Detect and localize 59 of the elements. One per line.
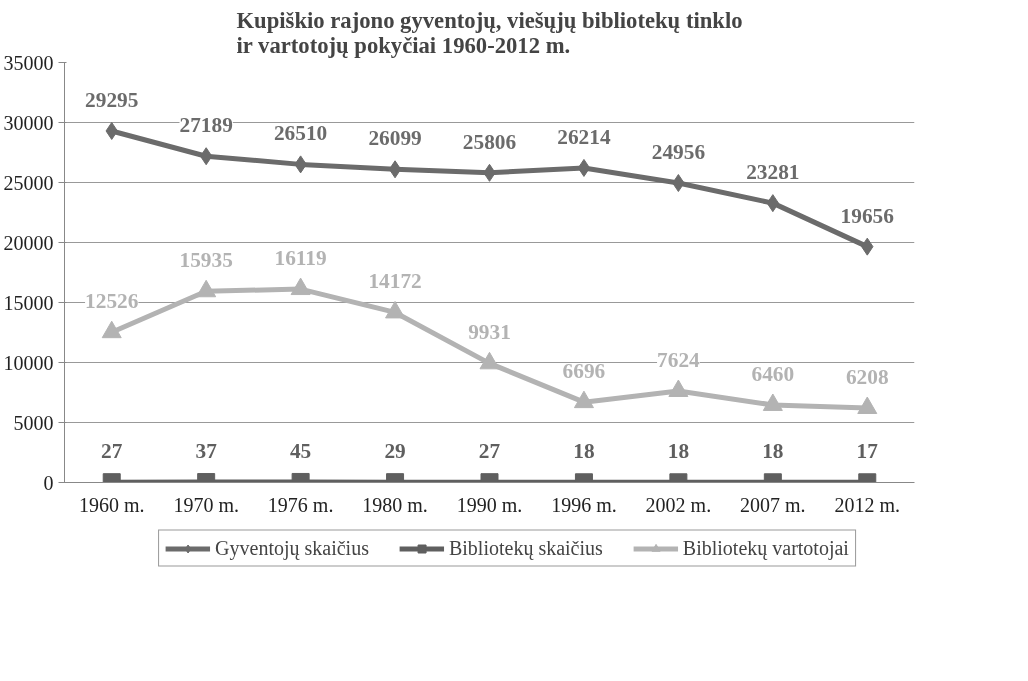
point (196, 279, 217, 298)
x-tick-label: 1976 m. (267, 493, 334, 516)
y-tick-label: 30000 (3, 111, 54, 134)
data-label: 6696 (562, 359, 606, 384)
point (388, 160, 402, 179)
data-label: 18 (667, 439, 690, 464)
data-label: 6460 (751, 361, 795, 386)
x-tick-label: 1970 m. (173, 493, 239, 516)
data-label: 19656 (840, 203, 895, 228)
data-label: 23281 (746, 160, 800, 185)
data-label: 27 (101, 439, 123, 464)
data-label: 14172 (368, 269, 422, 294)
point (101, 320, 122, 339)
data-label: 26099 (368, 126, 422, 151)
y-tick-label: 0 (43, 471, 54, 494)
data-label: 27189 (179, 113, 233, 138)
data-label: 17 (856, 439, 879, 464)
point (573, 390, 594, 409)
x-tick-label: 1960 m. (78, 493, 145, 516)
data-label: 45 (289, 438, 312, 463)
point (668, 379, 689, 397)
data-label: 26510 (273, 121, 328, 146)
point (385, 300, 406, 319)
x-tick-label: 2002 m. (645, 493, 712, 516)
legend-label: Gyventojų skaičius (215, 536, 369, 560)
data-label: 9931 (468, 320, 511, 345)
y-tick-label: 25000 (3, 171, 54, 194)
x-tick-label: 1980 m. (362, 493, 428, 516)
point (762, 393, 783, 411)
data-label: 12526 (85, 289, 139, 314)
data-label: 7624 (657, 348, 701, 373)
data-label: 15935 (179, 248, 233, 273)
data-label: 29295 (85, 87, 139, 112)
x-tick-label: 1996 m. (551, 493, 617, 516)
x-tick-label: 1990 m. (456, 493, 523, 516)
chart-title: Kupiškio rajono gyventojų, viešųjų bibliotekų tinklo ir vartotojų pokyčiai 1960-2012 m. (236, 7, 743, 58)
point (290, 277, 311, 296)
data-label: 24956 (651, 140, 706, 165)
x-tick-label: 2012 m. (834, 493, 901, 516)
point (577, 158, 591, 177)
data-label: 25806 (462, 129, 517, 154)
data-label: 29 (384, 439, 406, 464)
legend-label: Bibliotekų skaičius (448, 536, 603, 560)
data-label: 37 (195, 439, 218, 464)
y-tick-label: 10000 (3, 351, 54, 374)
data-label: 16119 (274, 246, 327, 271)
point (857, 396, 878, 414)
x-tick-label: 2007 m. (740, 493, 806, 516)
data-label: 26214 (557, 124, 611, 149)
y-tick-label: 35000 (3, 51, 54, 74)
data-label: 6208 (845, 365, 889, 389)
data-label: 18 (762, 439, 784, 464)
legend-label: Bibliotekų vartotojai (682, 536, 849, 560)
y-tick-label: 20000 (3, 231, 54, 254)
y-tick-label: 15000 (3, 291, 54, 314)
data-label: 18 (573, 439, 595, 464)
data-label: 27 (478, 439, 501, 464)
point (479, 351, 500, 370)
y-tick-label: 5000 (13, 411, 54, 434)
